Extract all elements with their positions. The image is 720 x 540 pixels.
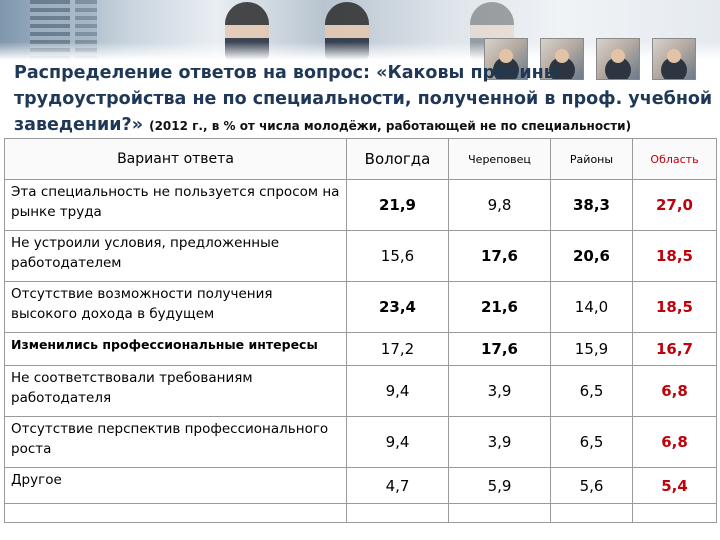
- cell-region: 27,0: [632, 179, 717, 231]
- table-row: Другое 4,7 5,9 5,6 5,4: [4, 467, 717, 504]
- row-label: Не соответствовали требованиям работодат…: [4, 365, 347, 417]
- cell-districts: 20,6: [550, 230, 633, 282]
- photo-strip: [484, 38, 696, 80]
- cell-districts: 38,3: [550, 179, 633, 231]
- cell-region: 18,5: [632, 281, 717, 333]
- photo-thumbnail: [596, 38, 640, 80]
- cell-vologda: 21,9: [346, 179, 449, 231]
- cell-vologda: 9,4: [346, 416, 449, 468]
- column-header-answer: Вариант ответа: [4, 138, 347, 180]
- column-header-region: Область: [632, 138, 717, 180]
- table-row: Не соответствовали требованиям работодат…: [4, 365, 717, 417]
- cell-vologda: 9,4: [346, 365, 449, 417]
- photo-thumbnail: [540, 38, 584, 80]
- slide-title-main: Распределение ответов на вопрос: «Каковы…: [14, 63, 713, 135]
- row-label: Отсутствие перспектив профессионального …: [4, 416, 347, 468]
- cell-vologda: 4,7: [346, 467, 449, 504]
- survey-table: Вариант ответа Вологда Череповец Районы …: [4, 138, 717, 523]
- cell-region: 18,5: [632, 230, 717, 282]
- cell-region: 5,4: [632, 467, 717, 504]
- cell-vologda: 23,4: [346, 281, 449, 333]
- cell-cherepovets: 9,8: [448, 179, 551, 231]
- column-header-cherepovets: Череповец: [448, 138, 551, 180]
- table-row: Отсутствие возможности получения высоког…: [4, 281, 717, 333]
- cell-vologda: 17,2: [346, 332, 449, 366]
- cell-districts: 6,5: [550, 365, 633, 417]
- cell-vologda: 15,6: [346, 230, 449, 282]
- cell-districts: 6,5: [550, 416, 633, 468]
- cell-region: 16,7: [632, 332, 717, 366]
- cell-cherepovets: 17,6: [448, 230, 551, 282]
- row-label: Не устроили условия, предложенные работо…: [4, 230, 347, 282]
- column-header-vologda: Вологда: [346, 138, 449, 180]
- row-label: Другое: [4, 467, 347, 504]
- slide-title-note: (2012 г., в % от числа молодёжи, работаю…: [149, 119, 632, 133]
- slide-title: Распределение ответов на вопрос: «Каковы…: [14, 60, 714, 139]
- cell-cherepovets: 5,9: [448, 467, 551, 504]
- table-row-empty: [4, 503, 717, 523]
- cell-districts: 14,0: [550, 281, 633, 333]
- row-label: Отсутствие возможности получения высоког…: [4, 281, 347, 333]
- cell-cherepovets: 21,6: [448, 281, 551, 333]
- cell-region: 6,8: [632, 365, 717, 417]
- cell-region: 6,8: [632, 416, 717, 468]
- table-row: Не устроили условия, предложенные работо…: [4, 230, 717, 282]
- photo-thumbnail: [652, 38, 696, 80]
- cell-cherepovets: 17,6: [448, 332, 551, 366]
- row-label: Изменились профессиональные интересы: [4, 332, 347, 366]
- row-label: Эта специальность не пользуется спросом …: [4, 179, 347, 231]
- photo-thumbnail: [484, 38, 528, 80]
- cell-districts: 15,9: [550, 332, 633, 366]
- table-row: Изменились профессиональные интересы 17,…: [4, 332, 717, 366]
- table-row: Эта специальность не пользуется спросом …: [4, 179, 717, 231]
- cell-cherepovets: 3,9: [448, 416, 551, 468]
- cell-cherepovets: 3,9: [448, 365, 551, 417]
- cell-districts: 5,6: [550, 467, 633, 504]
- column-header-districts: Районы: [550, 138, 633, 180]
- header-row: Вариант ответа Вологда Череповец Районы …: [4, 138, 717, 180]
- table-row: Отсутствие перспектив профессионального …: [4, 416, 717, 468]
